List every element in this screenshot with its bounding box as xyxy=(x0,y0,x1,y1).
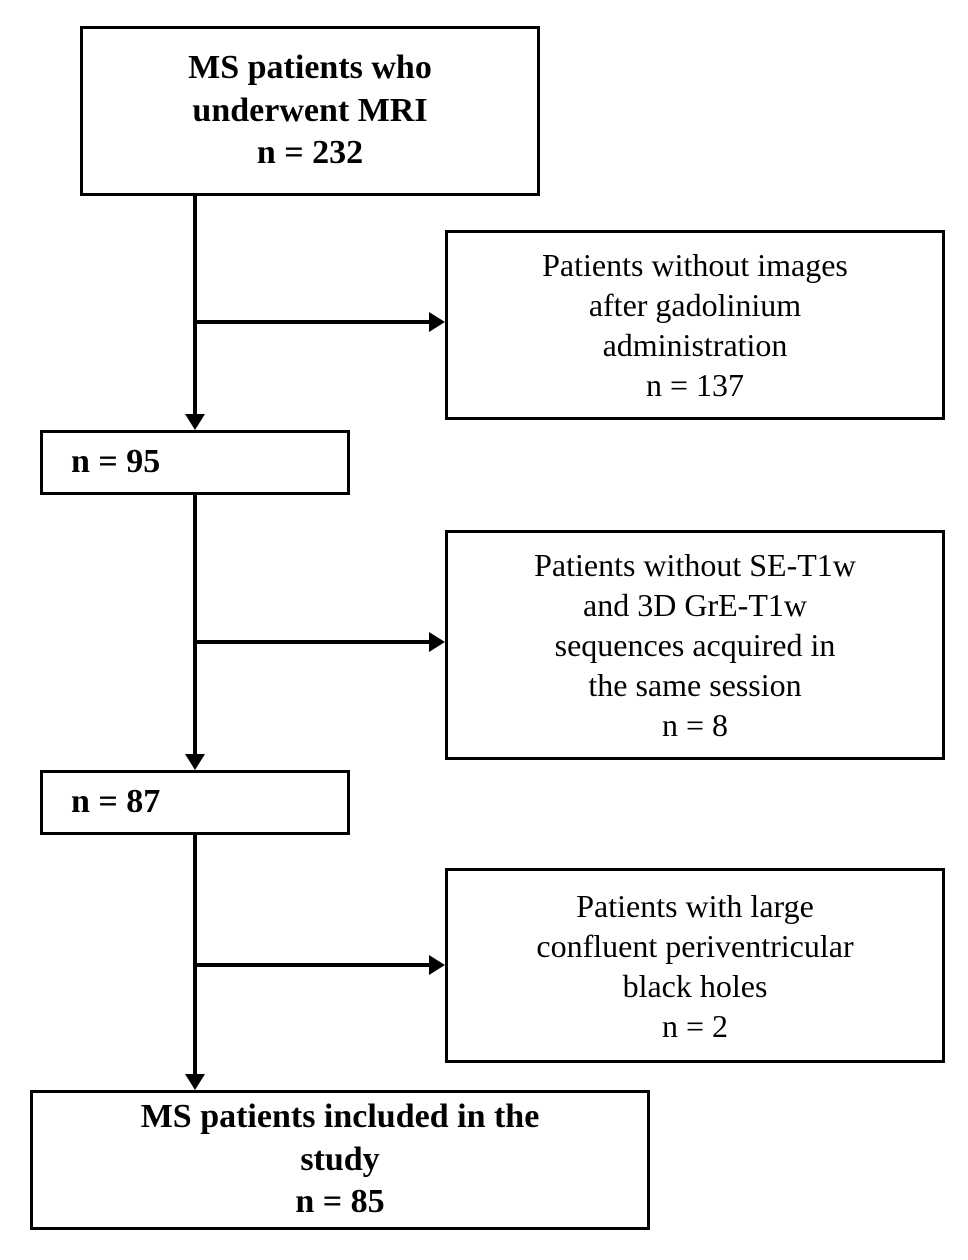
node-line: after gadolinium xyxy=(589,285,801,325)
node-line: MS patients who xyxy=(188,47,432,90)
flowchart-canvas: MS patients who underwent MRI n = 232 Pa… xyxy=(0,0,968,1260)
arrowhead-down xyxy=(185,1074,205,1090)
node-exclusion-3: Patients with large confluent periventri… xyxy=(445,868,945,1063)
node-line: n = 95 xyxy=(71,441,160,484)
node-line: confluent periventricular xyxy=(536,926,853,966)
arrowhead-right xyxy=(429,312,445,332)
node-final: MS patients included in the study n = 85 xyxy=(30,1090,650,1230)
edge-v3 xyxy=(193,835,197,1074)
node-line: Patients without images xyxy=(542,245,848,285)
node-line: underwent MRI xyxy=(192,90,427,133)
node-line: n = 8 xyxy=(662,705,728,745)
node-line: Patients without SE-T1w xyxy=(534,545,856,585)
node-line: study xyxy=(300,1139,379,1182)
node-line: administration xyxy=(603,325,788,365)
node-line: Patients with large xyxy=(576,886,814,926)
edge-h3 xyxy=(195,963,429,967)
edge-v1 xyxy=(193,196,197,414)
edge-v2 xyxy=(193,495,197,754)
node-n87: n = 87 xyxy=(40,770,350,835)
arrowhead-down xyxy=(185,754,205,770)
node-line: n = 87 xyxy=(71,781,160,824)
node-exclusion-2: Patients without SE-T1w and 3D GrE-T1w s… xyxy=(445,530,945,760)
node-line: black holes xyxy=(623,966,768,1006)
node-line: the same session xyxy=(588,665,801,705)
arrowhead-right xyxy=(429,632,445,652)
node-line: n = 137 xyxy=(646,365,744,405)
node-n95: n = 95 xyxy=(40,430,350,495)
node-line: MS patients included in the xyxy=(141,1096,540,1139)
node-line: sequences acquired in xyxy=(555,625,836,665)
node-initial: MS patients who underwent MRI n = 232 xyxy=(80,26,540,196)
node-line: n = 85 xyxy=(295,1181,384,1224)
edge-h2 xyxy=(195,640,429,644)
edge-h1 xyxy=(195,320,429,324)
node-line: n = 232 xyxy=(257,132,363,175)
arrowhead-right xyxy=(429,955,445,975)
node-line: and 3D GrE-T1w xyxy=(583,585,807,625)
arrowhead-down xyxy=(185,414,205,430)
node-exclusion-1: Patients without images after gadolinium… xyxy=(445,230,945,420)
node-line: n = 2 xyxy=(662,1006,728,1046)
